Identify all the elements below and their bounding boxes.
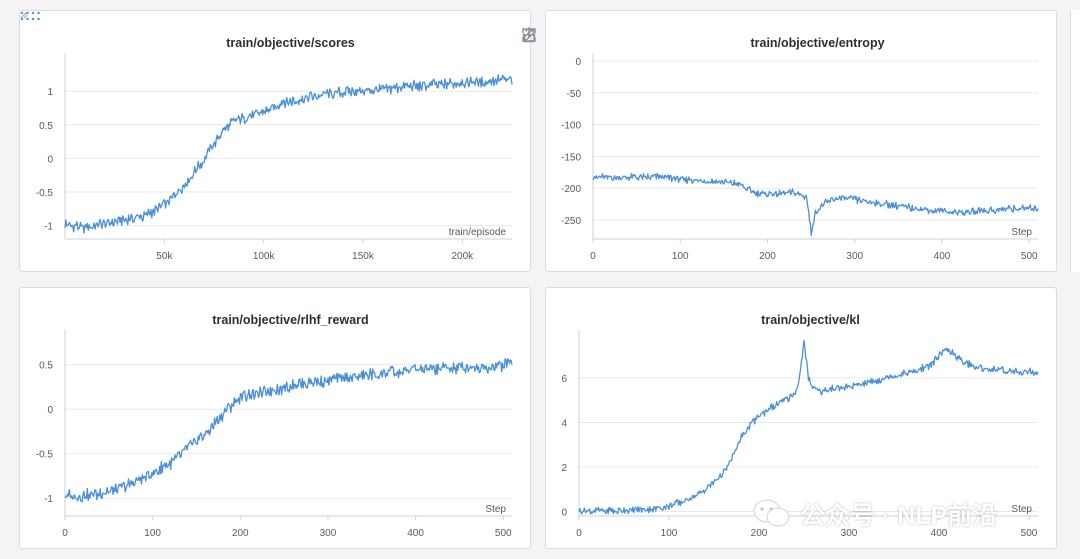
y-tick-label: -1 (44, 494, 53, 505)
x-tick-label: 400 (931, 528, 948, 539)
x-tick-label: 0 (62, 528, 68, 539)
y-tick-label: 2 (561, 463, 567, 474)
y-tick-label: 1 (47, 87, 53, 98)
y-tick-label: -200 (561, 184, 581, 195)
y-tick-label: -0.5 (36, 450, 54, 461)
chart-title: train/objective/kl (761, 313, 860, 327)
y-tick-label: 0.5 (39, 121, 53, 132)
x-tick-label: 100 (144, 528, 161, 539)
more-icon[interactable] (520, 26, 538, 44)
chart-panel-scores: train/objective/scores -1 -0.5 0 0.5 1 50k 100k… (19, 10, 536, 272)
chart-panel-rlhf-reward: train/objective/rlhf_reward -1 -0.5 0 0.5 0 10… (19, 287, 531, 549)
series-line-rlhf_reward (64, 358, 513, 503)
x-tick-label: 200 (751, 528, 768, 539)
x-tick-label: 300 (846, 251, 863, 262)
chart-panel-kl: train/objective/kl 0 2 4 6 0 100 200 300 400 500 St… (545, 287, 1057, 549)
wechat-icon (753, 499, 790, 527)
resize-handle-icon[interactable] (20, 11, 28, 19)
y-tick-label: -50 (567, 89, 582, 100)
y-tick-label: 6 (561, 374, 567, 385)
x-axis-label: Step (1011, 227, 1032, 238)
x-tick-label: 50k (156, 251, 173, 262)
x-tick-label: 100 (661, 528, 678, 539)
chart-svg-entropy: train/objective/entropy 0 -50 -100 -150 -200 -… (561, 36, 1039, 262)
chart-title: train/objective/entropy (750, 36, 884, 50)
adjacent-panel-edge (1070, 10, 1080, 272)
drag-handle-icon[interactable] (20, 11, 42, 21)
y-tick-label: -0.5 (36, 188, 54, 199)
x-tick-label: 100k (253, 251, 276, 262)
x-tick-label: 300 (320, 528, 337, 539)
x-tick-label: 100 (672, 251, 689, 262)
x-axis-label: train/episode (449, 227, 507, 238)
y-tick-label: 0 (561, 508, 567, 519)
fullscreen-icon[interactable] (520, 26, 538, 44)
y-tick-label: 0.5 (39, 361, 53, 372)
y-tick-label: 0 (47, 154, 53, 165)
x-axis-label: Step (485, 504, 506, 515)
x-tick-label: 500 (495, 528, 512, 539)
y-tick-label: -100 (561, 121, 581, 132)
x-tick-label: 200 (232, 528, 249, 539)
x-axis-label: Step (1011, 504, 1032, 515)
x-tick-label: 0 (576, 528, 582, 539)
x-tick-label: 400 (934, 251, 951, 262)
chart-title: train/objective/scores (226, 36, 355, 50)
chart-svg-rlhf-reward: train/objective/rlhf_reward -1 -0.5 0 0.5 0 10… (36, 313, 513, 539)
series-line-scores (64, 74, 513, 234)
series-line-kl (578, 339, 1039, 515)
watermark-text: 公众号 · NLP前沿 (800, 502, 998, 530)
y-tick-label: 0 (575, 57, 581, 68)
y-tick-label: -150 (561, 152, 581, 163)
x-tick-label: 500 (1021, 251, 1038, 262)
x-tick-label: 500 (1021, 528, 1038, 539)
y-tick-label: 0 (47, 405, 53, 416)
x-tick-label: 0 (590, 251, 596, 262)
series-line-entropy (592, 172, 1039, 236)
y-tick-label: 4 (561, 419, 567, 430)
y-tick-label: -250 (561, 216, 581, 227)
chart-svg-kl: train/objective/kl 0 2 4 6 0 100 200 300 400 500 St… (561, 313, 1039, 539)
x-tick-label: 400 (407, 528, 424, 539)
chart-panel-entropy: train/objective/entropy 0 -50 -100 -150 -200 -… (545, 10, 1057, 272)
watermark: 公众号 · NLP前沿 (752, 496, 997, 532)
x-tick-label: 150k (352, 251, 375, 262)
chart-title: train/objective/rlhf_reward (212, 313, 368, 327)
x-tick-label: 300 (841, 528, 858, 539)
x-tick-label: 200 (759, 251, 776, 262)
x-tick-label: 200k (451, 251, 474, 262)
y-tick-label: -1 (44, 222, 53, 233)
